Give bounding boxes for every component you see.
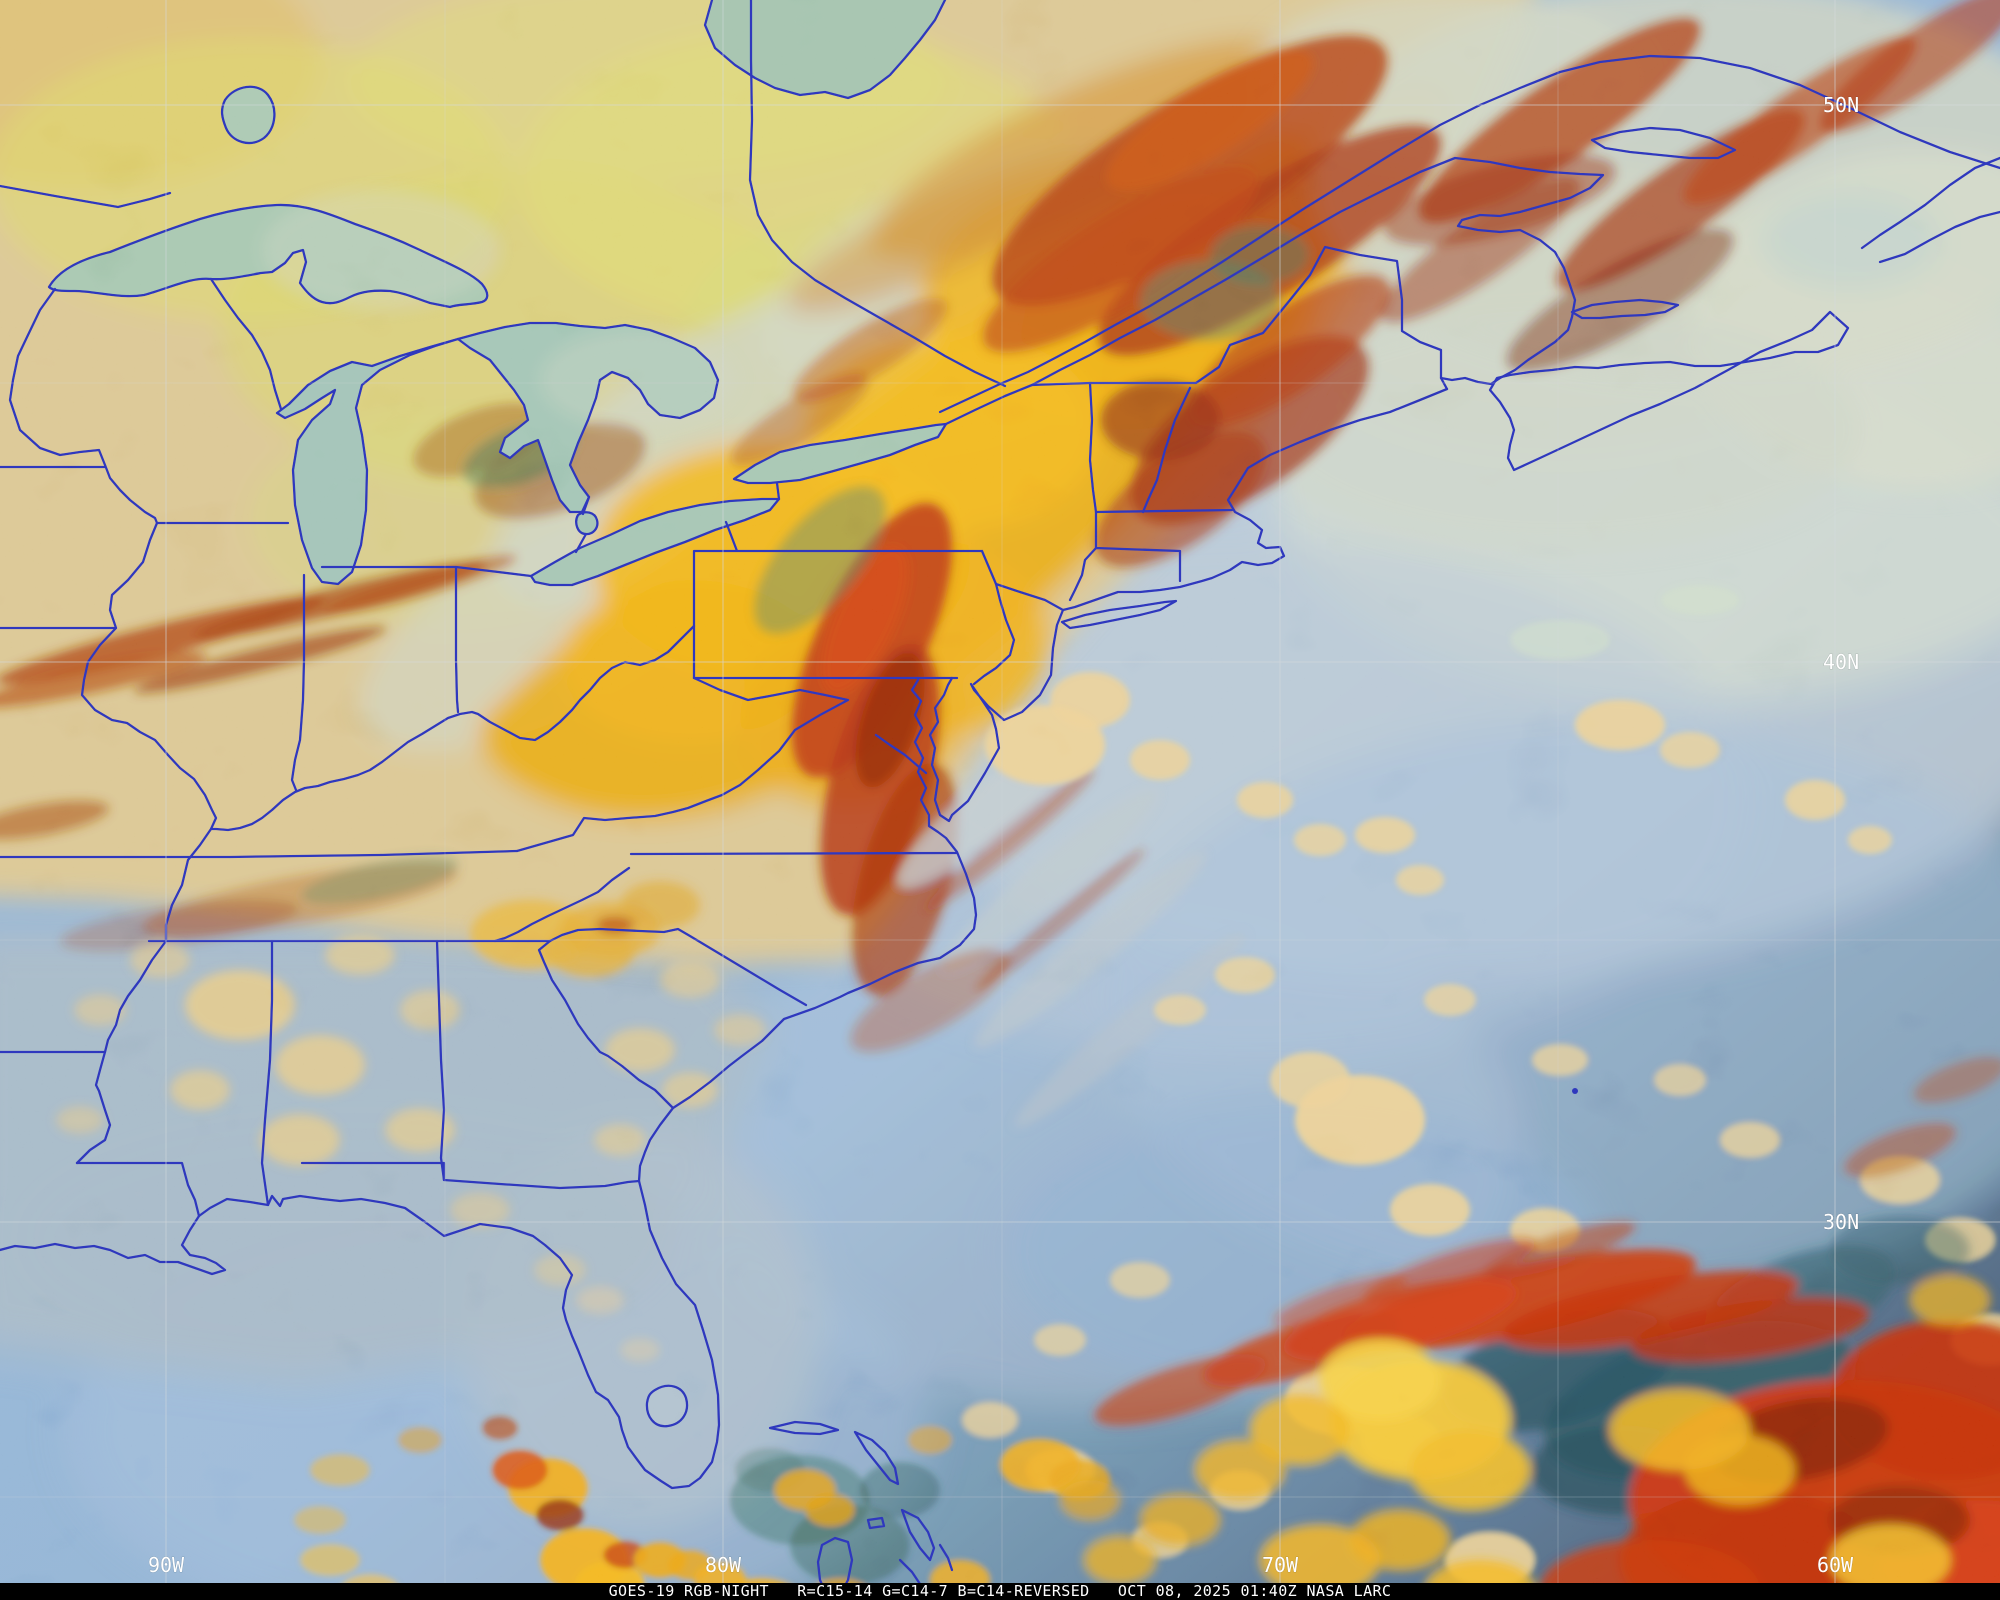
caption-text: GOES-19 RGB-NIGHT R=C15-14 G=C14-7 B=C14… — [608, 1582, 1392, 1600]
caption-bar: GOES-19 RGB-NIGHT R=C15-14 G=C14-7 B=C14… — [0, 1583, 2000, 1600]
